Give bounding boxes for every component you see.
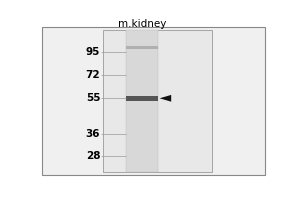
FancyBboxPatch shape <box>42 27 266 175</box>
Text: 28: 28 <box>86 151 100 161</box>
Text: 72: 72 <box>86 70 100 80</box>
FancyBboxPatch shape <box>126 30 158 172</box>
Text: 36: 36 <box>86 129 100 139</box>
Text: 55: 55 <box>86 93 100 103</box>
FancyBboxPatch shape <box>126 46 158 49</box>
FancyBboxPatch shape <box>126 96 158 101</box>
Text: m.kidney: m.kidney <box>118 19 166 29</box>
FancyBboxPatch shape <box>103 30 212 172</box>
Polygon shape <box>160 95 171 102</box>
Text: 95: 95 <box>86 47 100 57</box>
